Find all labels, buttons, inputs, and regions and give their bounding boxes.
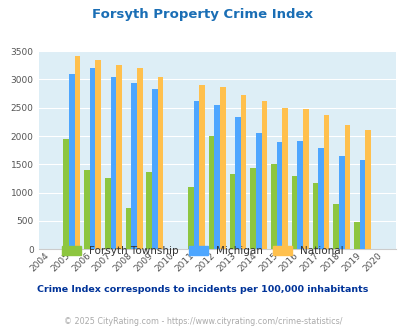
Bar <box>220 87 225 249</box>
Bar <box>338 156 344 249</box>
Bar <box>229 175 234 249</box>
Bar <box>303 109 308 249</box>
Bar <box>136 68 142 249</box>
Bar <box>359 160 364 249</box>
Text: Forsyth Property Crime Index: Forsyth Property Crime Index <box>92 8 313 21</box>
Bar <box>297 141 303 249</box>
Bar <box>199 85 205 249</box>
Bar <box>364 130 370 249</box>
Bar <box>255 133 261 249</box>
Bar <box>188 187 193 249</box>
Bar <box>110 77 116 249</box>
Bar <box>271 164 276 249</box>
Text: © 2025 CityRating.com - https://www.cityrating.com/crime-statistics/: © 2025 CityRating.com - https://www.city… <box>64 317 341 326</box>
Bar <box>318 148 323 249</box>
Bar <box>281 108 287 249</box>
Bar <box>353 222 359 249</box>
Bar <box>291 176 297 249</box>
Bar <box>312 183 318 249</box>
Bar <box>157 77 163 249</box>
Text: Crime Index corresponds to incidents per 100,000 inhabitants: Crime Index corresponds to incidents per… <box>37 285 368 294</box>
Bar <box>208 136 214 249</box>
Bar <box>84 170 90 249</box>
Bar <box>152 89 157 249</box>
Bar <box>95 60 101 249</box>
Legend: Forsyth Township, Michigan, National: Forsyth Township, Michigan, National <box>58 242 347 260</box>
Bar <box>131 83 136 249</box>
Bar <box>126 208 131 249</box>
Bar <box>69 74 75 249</box>
Bar <box>276 142 281 249</box>
Bar <box>261 102 266 249</box>
Bar <box>250 168 255 249</box>
Bar <box>75 56 80 249</box>
Bar <box>104 179 110 249</box>
Bar <box>323 115 329 249</box>
Bar <box>344 125 350 249</box>
Bar <box>333 205 338 249</box>
Bar <box>240 95 246 249</box>
Bar <box>146 172 152 249</box>
Bar <box>90 68 95 249</box>
Bar <box>193 101 199 249</box>
Bar <box>116 65 121 249</box>
Bar <box>63 139 69 249</box>
Bar <box>214 106 220 249</box>
Bar <box>234 117 240 249</box>
